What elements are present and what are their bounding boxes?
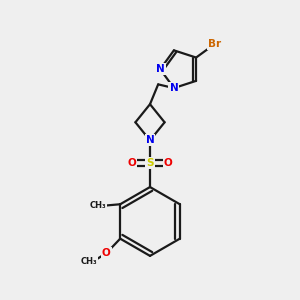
Text: O: O: [128, 158, 136, 168]
Text: N: N: [146, 135, 154, 146]
Text: N: N: [169, 83, 178, 93]
Text: Br: Br: [208, 39, 221, 49]
Text: O: O: [164, 158, 172, 168]
Text: S: S: [146, 158, 154, 168]
Text: CH₃: CH₃: [80, 257, 97, 266]
Text: N: N: [156, 64, 165, 74]
Text: O: O: [102, 248, 111, 258]
Text: CH₃: CH₃: [89, 201, 106, 210]
